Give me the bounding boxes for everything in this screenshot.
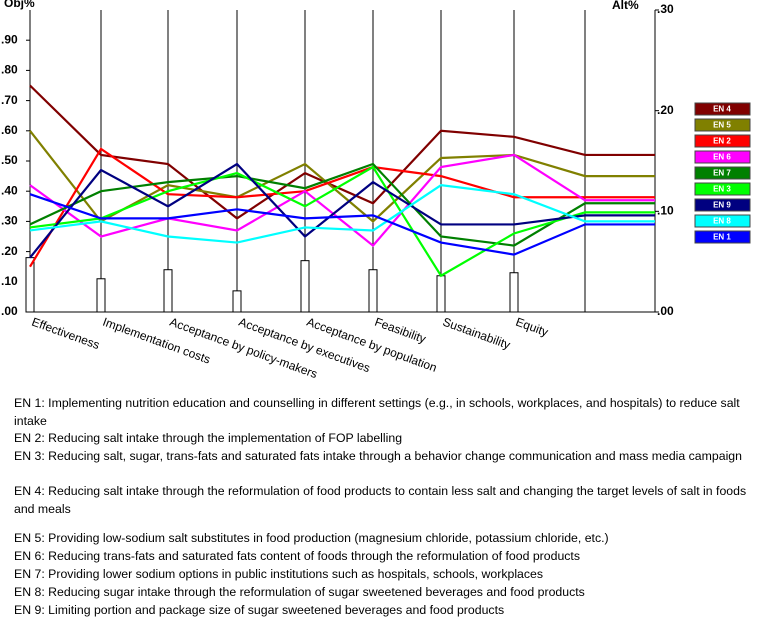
- legend-swatch: [694, 166, 751, 180]
- y2-tick-label: .10: [657, 204, 674, 218]
- series-line: [29, 162, 655, 247]
- legend-label: EN 2: [713, 137, 731, 146]
- note: EN 7: Providing lower sodium options in …: [14, 567, 544, 581]
- x-tick-label: Effectiveness: [30, 315, 102, 352]
- y-tick-label: .70: [1, 93, 18, 107]
- x-tick-label: Equity: [514, 315, 550, 340]
- note: EN 6: Reducing trans-fats and saturated …: [14, 549, 580, 563]
- note: EN 9: Limiting portion and package size …: [14, 603, 505, 617]
- series-line: [29, 162, 655, 259]
- legend-swatch: [694, 198, 751, 212]
- series-line: [29, 84, 655, 220]
- y-tick-label: .00: [1, 304, 18, 318]
- legend-swatch: [694, 134, 751, 148]
- series-line: [29, 193, 655, 256]
- legend-label: EN 3: [713, 185, 731, 194]
- legend-swatch: [694, 182, 751, 196]
- legend-swatch: [694, 150, 751, 164]
- chart: Obj% Alt% .00 .10 .20 .30 .40 .50 .60 .70 .80 .90…: [1, 0, 751, 381]
- legend-label: EN 6: [713, 153, 731, 162]
- y-axis-label: Obj%: [4, 0, 35, 10]
- weight-bar: [368, 269, 378, 313]
- x-tick-label: Sustainability: [441, 315, 512, 352]
- legend-label: EN 9: [713, 201, 731, 210]
- weight-bar: [436, 275, 446, 313]
- legend-label: EN 4: [713, 105, 731, 114]
- series-line: [29, 184, 655, 244]
- note: EN 4: Reducing salt intake through the r…: [14, 484, 747, 516]
- y-tick-label: .80: [1, 63, 18, 77]
- y-tick-label: .10: [1, 274, 18, 288]
- y2-tick-label: .20: [657, 103, 674, 117]
- legend-swatch: [694, 230, 751, 244]
- y-tick-label: .30: [1, 214, 18, 228]
- legend-label: EN 7: [713, 169, 731, 178]
- y2-tick-label: .30: [657, 2, 674, 16]
- legend-label: EN 8: [713, 217, 731, 226]
- y2-axis-label: Alt%: [612, 0, 639, 12]
- y-tick-label: .60: [1, 123, 18, 137]
- weight-bar: [509, 272, 519, 313]
- series-line: [29, 165, 655, 278]
- series-line: [29, 153, 655, 248]
- note: EN 2: Reducing salt intake through the i…: [14, 431, 403, 445]
- note: EN 1: Implementing nutrition education a…: [14, 396, 740, 428]
- weight-bar: [163, 269, 173, 313]
- series-line: [29, 147, 655, 268]
- legend-swatch: [694, 118, 751, 132]
- y-tick-label: .40: [1, 183, 18, 197]
- legend-swatch: [694, 214, 751, 228]
- weight-bar: [96, 278, 106, 313]
- weight-bar: [232, 290, 242, 313]
- note: EN 5: Providing low-sodium salt substitu…: [14, 531, 609, 545]
- legend-label: EN 1: [713, 233, 731, 242]
- note: EN 3: Reducing salt, sugar, trans-fats a…: [14, 449, 742, 463]
- legend-label: EN 5: [713, 121, 731, 130]
- y2-tick-label: .00: [657, 304, 674, 318]
- weight-bar: [300, 260, 310, 313]
- y-tick-label: .20: [1, 244, 18, 258]
- y-tick-label: .50: [1, 153, 18, 167]
- note: EN 8: Reducing sugar intake through the …: [14, 585, 585, 599]
- series-line: [29, 130, 655, 223]
- legend-swatch: [694, 102, 751, 116]
- y-tick-label: .90: [1, 32, 18, 46]
